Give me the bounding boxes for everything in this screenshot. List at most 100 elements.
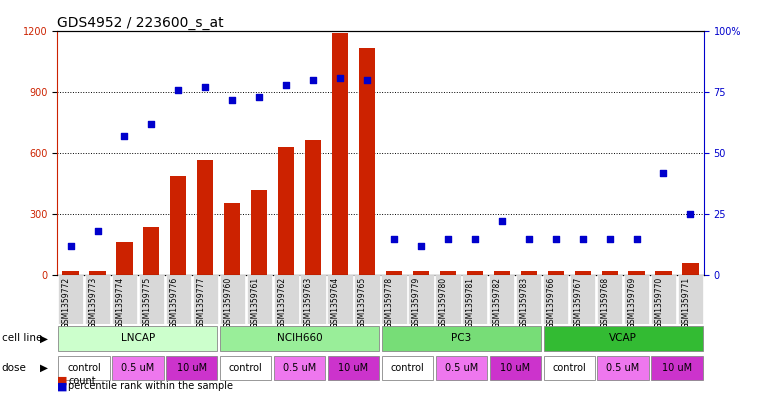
Point [495, 219, 508, 225]
Bar [516, 275, 541, 324]
Point [172, 87, 184, 93]
Text: GSM1359763: GSM1359763 [304, 277, 313, 328]
Bar [412, 272, 429, 275]
Bar [59, 356, 110, 380]
Text: GSM1359765: GSM1359765 [358, 277, 367, 328]
Text: LNCAP: LNCAP [121, 333, 155, 343]
Text: ■: ■ [57, 376, 68, 386]
Bar [301, 275, 326, 324]
Bar [220, 326, 379, 351]
Text: GSM1359771: GSM1359771 [681, 277, 690, 328]
Text: control: control [229, 363, 263, 373]
Bar [651, 356, 702, 380]
Bar [678, 275, 703, 324]
Text: 0.5 uM: 0.5 uM [444, 363, 478, 373]
Text: GSM1359760: GSM1359760 [223, 277, 232, 328]
Bar [683, 263, 699, 275]
Bar [273, 275, 299, 324]
Point [630, 235, 642, 242]
Bar [408, 275, 434, 324]
Bar [359, 48, 375, 275]
Bar [355, 275, 380, 324]
Bar [224, 203, 240, 275]
Bar [543, 356, 595, 380]
Bar [62, 272, 78, 275]
Text: GSM1359762: GSM1359762 [277, 277, 286, 328]
Bar [575, 272, 591, 275]
Bar [462, 275, 488, 324]
Text: 0.5 uM: 0.5 uM [121, 363, 154, 373]
Point [253, 94, 266, 100]
Text: control: control [552, 363, 586, 373]
Bar [193, 275, 218, 324]
Point [415, 243, 427, 249]
Text: GSM1359773: GSM1359773 [88, 277, 97, 328]
Text: ▶: ▶ [40, 333, 48, 343]
Bar [624, 275, 649, 324]
Bar [332, 33, 348, 275]
Bar [305, 140, 321, 275]
Point [684, 211, 696, 217]
Bar [112, 275, 137, 324]
Bar [113, 356, 164, 380]
Text: GSM1359764: GSM1359764 [331, 277, 340, 328]
Text: 10 uM: 10 uM [177, 363, 207, 373]
Point [199, 84, 212, 91]
Bar [543, 326, 702, 351]
Text: GSM1359770: GSM1359770 [654, 277, 664, 328]
Text: cell line: cell line [2, 333, 42, 343]
Text: GSM1359779: GSM1359779 [412, 277, 421, 328]
Point [226, 97, 238, 103]
Text: dose: dose [2, 363, 27, 373]
Text: control: control [67, 363, 101, 373]
Text: 10 uM: 10 uM [662, 363, 692, 373]
Bar [548, 272, 564, 275]
Text: ■: ■ [57, 382, 68, 391]
Bar [436, 356, 487, 380]
Bar [274, 356, 325, 380]
Text: GSM1359769: GSM1359769 [628, 277, 636, 328]
Point [523, 235, 535, 242]
Bar [381, 275, 406, 324]
Bar [489, 356, 541, 380]
Bar [170, 176, 186, 275]
Point [549, 235, 562, 242]
Bar [386, 271, 402, 275]
Text: 10 uM: 10 uM [500, 363, 530, 373]
Point [334, 75, 346, 81]
Bar [220, 275, 245, 324]
Bar [440, 271, 456, 275]
Text: VCAP: VCAP [609, 333, 637, 343]
Bar [90, 272, 106, 275]
Bar [327, 275, 353, 324]
Text: GSM1359767: GSM1359767 [574, 277, 583, 328]
Text: GSM1359766: GSM1359766 [546, 277, 556, 328]
Text: GSM1359783: GSM1359783 [520, 277, 529, 328]
Text: 0.5 uM: 0.5 uM [283, 363, 317, 373]
Point [119, 133, 131, 140]
Text: GSM1359775: GSM1359775 [142, 277, 151, 328]
Bar [382, 356, 433, 380]
Bar [466, 271, 483, 275]
Text: GSM1359781: GSM1359781 [466, 277, 475, 328]
Bar [166, 275, 191, 324]
Text: GSM1359761: GSM1359761 [250, 277, 260, 328]
Bar [651, 275, 677, 324]
Text: GSM1359768: GSM1359768 [600, 277, 610, 328]
Point [91, 228, 103, 234]
Text: GDS4952 / 223600_s_at: GDS4952 / 223600_s_at [57, 17, 224, 30]
Bar [251, 190, 267, 275]
Text: GSM1359774: GSM1359774 [116, 277, 125, 328]
Bar [494, 272, 510, 275]
Point [658, 170, 670, 176]
Bar [59, 326, 218, 351]
Bar [139, 275, 164, 324]
Bar [197, 160, 213, 275]
Point [361, 77, 373, 83]
Bar [143, 228, 160, 275]
Bar [570, 275, 595, 324]
Point [280, 82, 292, 88]
Bar [435, 275, 460, 324]
Bar [382, 326, 541, 351]
Text: 0.5 uM: 0.5 uM [607, 363, 640, 373]
